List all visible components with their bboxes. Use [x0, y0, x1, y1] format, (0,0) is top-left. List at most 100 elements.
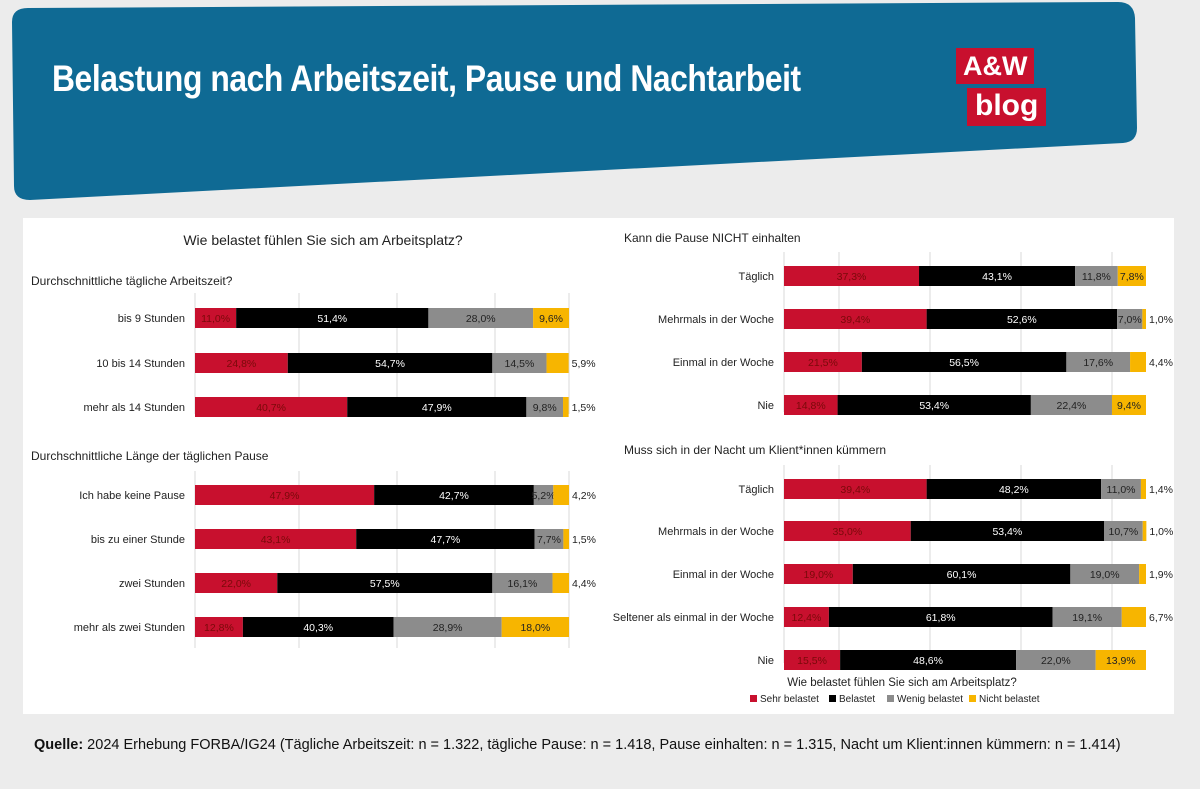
- bar-pause_nicht-0-0: [784, 266, 920, 286]
- bar-nacht-3-1: [828, 607, 1053, 627]
- bar-nacht-1-2: [1104, 521, 1143, 541]
- category-label-pause-0: Ich habe keine Pause: [79, 490, 185, 502]
- bar-pause-2-3: [552, 573, 569, 593]
- data-label-nacht-0-1: 48,2%: [999, 484, 1029, 496]
- data-label-pause-3-3: 18,0%: [520, 622, 550, 634]
- data-label-nacht-1-0: 35,0%: [832, 526, 862, 538]
- data-label-pause-1-2: 7,7%: [537, 534, 561, 546]
- legend-label-0: Sehr belastet: [760, 694, 819, 705]
- legend-swatch-0: [750, 695, 757, 702]
- data-label-pause_nicht-2-3: 4,4%: [1149, 357, 1173, 369]
- data-label-pause_nicht-2-2: 17,6%: [1083, 357, 1113, 369]
- bar-pause-2-2: [492, 573, 553, 593]
- bar-pause_nicht-2-1: [861, 352, 1067, 372]
- bar-pause-3-0: [195, 617, 243, 637]
- data-label-pause_nicht-0-2: 11,8%: [1082, 271, 1111, 283]
- bar-pause_nicht-2-2: [1066, 352, 1131, 372]
- data-label-nacht-4-3: 13,9%: [1106, 655, 1136, 667]
- data-label-nacht-3-1: 61,8%: [926, 612, 956, 624]
- bar-nacht-2-3: [1139, 564, 1146, 584]
- data-label-arbeitszeit-1-2: 14,5%: [505, 358, 535, 370]
- data-label-pause-0-2: 5,2%: [532, 490, 556, 502]
- bar-nacht-1-3: [1142, 521, 1147, 541]
- bar-pause_nicht-2-3: [1130, 352, 1146, 372]
- legend-label-1: Belastet: [839, 694, 875, 705]
- data-label-nacht-0-2: 11,0%: [1107, 484, 1136, 496]
- chart-panel: Wie belastet fühlen Sie sich am Arbeitsp…: [23, 218, 1174, 714]
- data-label-nacht-3-3: 6,7%: [1149, 612, 1173, 624]
- bar-arbeitszeit-2-3: [563, 397, 569, 417]
- data-label-nacht-3-2: 19,1%: [1072, 612, 1102, 624]
- data-label-pause-2-2: 16,1%: [508, 578, 538, 590]
- bar-nacht-2-2: [1070, 564, 1140, 584]
- source-label: Quelle:: [34, 737, 84, 753]
- bar-arbeitszeit-1-0: [195, 353, 288, 373]
- bar-pause-0-3: [553, 485, 569, 505]
- bar-pause_nicht-1-1: [926, 309, 1118, 329]
- legend-title: Wie belastet fühlen Sie sich am Arbeitsp…: [787, 677, 1016, 689]
- bar-nacht-4-3: [1095, 650, 1146, 670]
- data-label-arbeitszeit-1-3: 5,9%: [572, 358, 596, 370]
- bar-nacht-2-0: [784, 564, 853, 584]
- bar-arbeitszeit-0-1: [236, 308, 429, 328]
- bar-nacht-2-1: [852, 564, 1071, 584]
- bar-pause_nicht-1-2: [1117, 309, 1143, 329]
- data-label-pause_nicht-2-1: 56,5%: [949, 357, 979, 369]
- bar-nacht-4-0: [784, 650, 841, 670]
- aw-blog-logo[interactable]: A&W blog: [956, 48, 1052, 134]
- bar-pause_nicht-3-2: [1030, 395, 1112, 415]
- category-label-arbeitszeit-0: bis 9 Stunden: [118, 313, 185, 325]
- data-label-arbeitszeit-0-3: 9,6%: [539, 313, 563, 325]
- legend-label-3: Nicht belastet: [979, 694, 1040, 705]
- data-label-pause-1-0: 43,1%: [261, 534, 291, 546]
- data-label-pause_nicht-1-1: 52,6%: [1007, 314, 1037, 326]
- source-note: Quelle: 2024 Erhebung FORBA/IG24 (Täglic…: [34, 737, 1121, 753]
- bar-pause-1-0: [195, 529, 357, 549]
- data-label-pause_nicht-0-3: 7,8%: [1120, 271, 1144, 283]
- chart-subtitle-nacht: Muss sich in der Nacht um Klient*innen k…: [624, 443, 886, 457]
- bar-pause_nicht-3-1: [837, 395, 1031, 415]
- data-label-pause_nicht-0-0: 37,3%: [837, 271, 867, 283]
- data-label-pause_nicht-1-0: 39,4%: [840, 314, 870, 326]
- bar-pause_nicht-3-3: [1111, 395, 1146, 415]
- bar-pause-3-2: [393, 617, 502, 637]
- bar-nacht-3-3: [1121, 607, 1146, 627]
- bar-pause_nicht-2-0: [784, 352, 862, 372]
- data-label-arbeitszeit-0-0: 11,0%: [201, 313, 230, 325]
- data-label-nacht-1-1: 53,4%: [992, 526, 1022, 538]
- bar-arbeitszeit-0-3: [533, 308, 569, 328]
- data-label-pause-2-0: 22,0%: [221, 578, 251, 590]
- data-label-arbeitszeit-2-2: 9,8%: [533, 402, 557, 414]
- bar-nacht-3-2: [1052, 607, 1122, 627]
- bar-pause-3-3: [501, 617, 569, 637]
- data-label-nacht-2-2: 19,0%: [1090, 569, 1120, 581]
- bar-nacht-1-0: [784, 521, 911, 541]
- chart-subtitle-pause: Durchschnittliche Länge der täglichen Pa…: [31, 449, 269, 463]
- bar-nacht-1-1: [910, 521, 1105, 541]
- legend-swatch-2: [887, 695, 894, 702]
- data-label-nacht-3-0: 12,4%: [792, 612, 822, 624]
- bar-pause-1-2: [534, 529, 564, 549]
- bar-pause-3-1: [242, 617, 394, 637]
- bar-arbeitszeit-0-2: [428, 308, 534, 328]
- bar-nacht-0-3: [1140, 479, 1146, 499]
- bar-pause-0-2: [533, 485, 554, 505]
- data-label-pause_nicht-3-1: 53,4%: [919, 400, 949, 412]
- bar-pause-0-0: [195, 485, 375, 505]
- data-label-pause_nicht-3-2: 22,4%: [1057, 400, 1087, 412]
- bar-arbeitszeit-2-1: [347, 397, 527, 417]
- bar-nacht-0-0: [784, 479, 927, 499]
- bar-nacht-4-2: [1016, 650, 1096, 670]
- bar-nacht-4-1: [840, 650, 1017, 670]
- bar-arbeitszeit-0-0: [195, 308, 237, 328]
- data-label-pause-3-1: 40,3%: [303, 622, 333, 634]
- category-label-pause-3: mehr als zwei Stunden: [74, 622, 185, 634]
- category-label-arbeitszeit-1: 10 bis 14 Stunden: [96, 358, 185, 370]
- header-banner: Belastung nach Arbeitszeit, Pause und Na…: [0, 0, 1200, 210]
- data-label-pause_nicht-1-2: 7,0%: [1118, 314, 1142, 326]
- data-label-pause-1-3: 1,5%: [572, 534, 596, 546]
- logo-line-1: A&W: [956, 48, 1035, 84]
- source-text: 2024 Erhebung FORBA/IG24 (Tägliche Arbei…: [83, 737, 1121, 753]
- data-label-nacht-2-1: 60,1%: [947, 569, 977, 581]
- legend-label-2: Wenig belastet: [897, 694, 963, 705]
